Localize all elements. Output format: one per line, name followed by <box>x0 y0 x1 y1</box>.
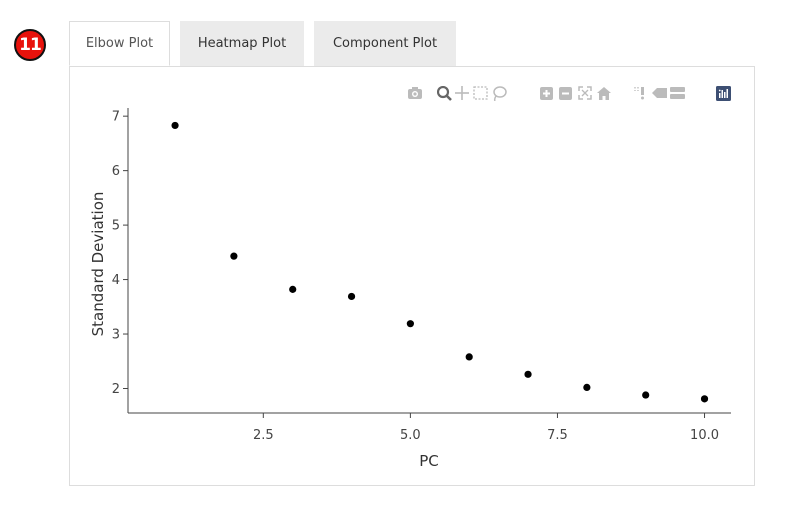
zoom-in-icon[interactable] <box>538 85 554 101</box>
zoom-out-icon[interactable] <box>557 85 573 101</box>
zoom-icon[interactable] <box>436 85 452 101</box>
plot-panel <box>69 66 755 486</box>
tab-component-plot[interactable]: Component Plot <box>314 21 456 66</box>
tab-heatmap-plot[interactable]: Heatmap Plot <box>180 21 304 66</box>
camera-icon[interactable] <box>407 85 423 101</box>
hover-closest-icon[interactable] <box>651 85 667 101</box>
step-number-badge: 11 <box>14 29 46 61</box>
reset-axes-icon[interactable] <box>596 85 612 101</box>
lasso-icon[interactable] <box>491 85 507 101</box>
plotly-logo-icon[interactable] <box>715 85 731 101</box>
spike-lines-icon[interactable] <box>631 85 647 101</box>
hover-compare-icon[interactable] <box>669 85 685 101</box>
autoscale-icon[interactable] <box>577 85 593 101</box>
box-select-icon[interactable] <box>472 85 488 101</box>
tab-elbow-plot[interactable]: Elbow Plot <box>69 21 170 66</box>
pan-icon[interactable] <box>454 85 470 101</box>
